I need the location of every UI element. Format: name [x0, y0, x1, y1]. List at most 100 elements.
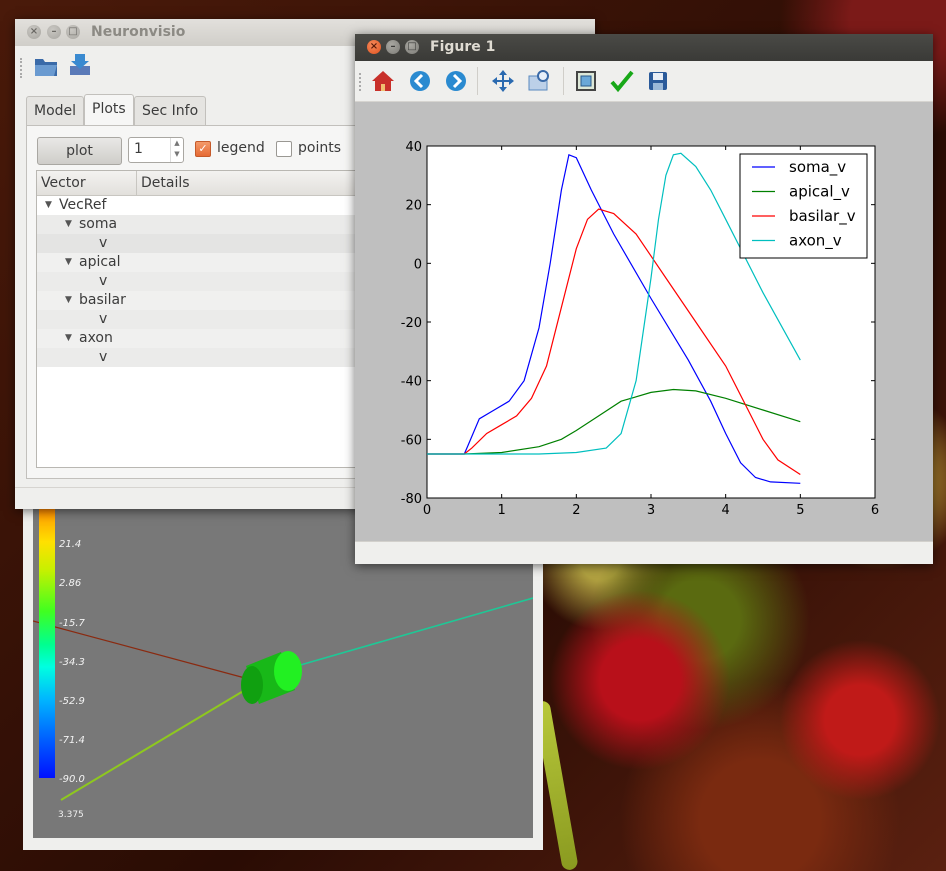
colorbar-label: -52.9 [59, 696, 85, 707]
home-icon[interactable] [371, 69, 395, 93]
axon-segment [282, 597, 533, 671]
tree-item-label: basilar [79, 292, 126, 308]
x-tick-label: 5 [796, 503, 804, 518]
tree-item-vecref[interactable]: ▼ VecRef [37, 196, 357, 215]
neuronvisio-toolbar [15, 46, 595, 92]
legend: soma_v apical_v basilar_v axon_v [739, 153, 868, 259]
colorbar-label: -71.4 [59, 735, 85, 746]
tree-item-label: VecRef [59, 197, 107, 213]
neuron-3d-scene [33, 597, 533, 801]
tree-item-label: v [99, 235, 108, 251]
x-tick-label: 6 [871, 503, 879, 518]
vector-tree[interactable]: Vector Details ▼ VecRef ▼ soma v ▼ apica… [36, 170, 358, 468]
legend-label: soma_v [789, 158, 846, 177]
save-icon[interactable] [67, 52, 93, 78]
back-icon[interactable] [408, 69, 432, 93]
quantity-stepper[interactable]: 1 ▲ ▼ [128, 137, 184, 163]
forward-icon[interactable] [444, 69, 468, 93]
viewer-3d-viewport[interactable] [33, 500, 533, 838]
tree-item-soma[interactable]: ▼ soma [37, 215, 357, 234]
window-title: Figure 1 [430, 39, 496, 55]
legend-label: axon_v [789, 232, 842, 251]
x-tick-label: 1 [498, 503, 506, 518]
y-tick-label: 40 [405, 140, 422, 155]
close-icon[interactable]: × [27, 25, 41, 39]
colorbar-label: -15.7 [59, 618, 85, 629]
zoom-icon[interactable] [527, 69, 551, 93]
y-tick-label: -80 [401, 492, 422, 507]
colorbar [39, 500, 55, 778]
legend-label: basilar_v [789, 207, 856, 226]
points-label: points [298, 140, 341, 156]
series-line-soma_v [427, 153, 801, 484]
subplots-icon[interactable] [574, 69, 598, 93]
line-chart[interactable]: 0 1 2 3 4 5 6 40 20 0 -20 -40 -60 -80 soma_v apical_vb… [355, 101, 933, 542]
expand-arrow-icon[interactable]: ▼ [45, 200, 52, 210]
folder-open-icon[interactable] [33, 54, 59, 78]
toolbar-separator [563, 67, 564, 95]
tab-sec-info[interactable]: Sec Info [134, 96, 207, 125]
expand-arrow-icon[interactable]: ▼ [65, 295, 72, 305]
colorbar-label: 2.86 [59, 578, 82, 589]
tree-item-label: axon [79, 330, 113, 346]
figure-toolbar [355, 61, 933, 102]
toolbar-grip [359, 73, 364, 91]
tree-header: Vector Details [37, 171, 357, 196]
x-tick-label: 3 [647, 503, 655, 518]
tree-item-apical-v[interactable]: v [37, 272, 357, 291]
apical-dendrite [33, 620, 246, 679]
tree-item-apical[interactable]: ▼ apical [37, 253, 357, 272]
y-tick-label: -20 [401, 316, 422, 331]
toolbar-grip [20, 58, 25, 78]
tree-item-label: apical [79, 254, 121, 270]
close-icon[interactable]: × [367, 40, 381, 54]
x-tick-label: 0 [423, 503, 431, 518]
scale-label: 3.375 [58, 810, 84, 820]
tree-item-axon-v[interactable]: v [37, 348, 357, 367]
maximize-icon[interactable]: □ [66, 25, 80, 39]
tree-item-basilar-v[interactable]: v [37, 310, 357, 329]
stepper-value: 1 [134, 141, 143, 157]
basilar-dendrite [60, 689, 246, 801]
column-details[interactable]: Details [136, 171, 190, 195]
legend-checkbox[interactable]: ✓ [195, 141, 211, 157]
edit-icon[interactable] [610, 69, 634, 93]
pan-icon[interactable] [491, 69, 515, 93]
figure-window: × – □ Figure 1 [355, 34, 933, 564]
y-tick-label: 20 [405, 199, 422, 214]
tree-item-axon[interactable]: ▼ axon [37, 329, 357, 348]
series-layer [427, 152, 801, 484]
series-line-basilar_v [427, 208, 801, 476]
tick-layer: 0 1 2 3 4 5 6 40 20 0 -20 -40 -60 -80 [401, 140, 879, 518]
expand-arrow-icon[interactable]: ▼ [65, 257, 72, 267]
x-tick-label: 4 [722, 503, 730, 518]
figure-titlebar[interactable]: × – □ Figure 1 [355, 34, 933, 61]
tree-item-label: soma [79, 216, 118, 232]
series-line-axon_v [427, 152, 801, 455]
legend-label: apical_v [789, 183, 850, 202]
tab-plots[interactable]: Plots [84, 94, 134, 126]
series-line-apical_v [427, 388, 801, 455]
y-tick-label: 0 [414, 257, 422, 272]
expand-arrow-icon[interactable]: ▼ [65, 333, 72, 343]
maximize-icon[interactable]: □ [405, 40, 419, 54]
tree-item-soma-v[interactable]: v [37, 234, 357, 253]
stepper-arrows-icon[interactable]: ▲ ▼ [170, 138, 183, 162]
y-tick-label: -40 [401, 375, 422, 390]
x-tick-label: 2 [572, 503, 580, 518]
tree-item-basilar[interactable]: ▼ basilar [37, 291, 357, 310]
save-icon[interactable] [646, 69, 670, 93]
colorbar-label: -34.3 [59, 657, 85, 668]
window-title: Neuronvisio [91, 24, 186, 40]
status-bar [355, 541, 933, 564]
plot-button[interactable]: plot [37, 137, 122, 165]
minimize-icon[interactable]: – [47, 25, 61, 39]
points-checkbox[interactable] [276, 141, 292, 157]
tree-item-label: v [99, 349, 108, 365]
minimize-icon[interactable]: – [386, 40, 400, 54]
y-tick-label: -60 [401, 433, 422, 448]
column-vector[interactable]: Vector [41, 175, 86, 191]
expand-arrow-icon[interactable]: ▼ [65, 219, 72, 229]
tab-model[interactable]: Model [26, 96, 85, 125]
colorbar-label: 21.4 [59, 539, 82, 550]
